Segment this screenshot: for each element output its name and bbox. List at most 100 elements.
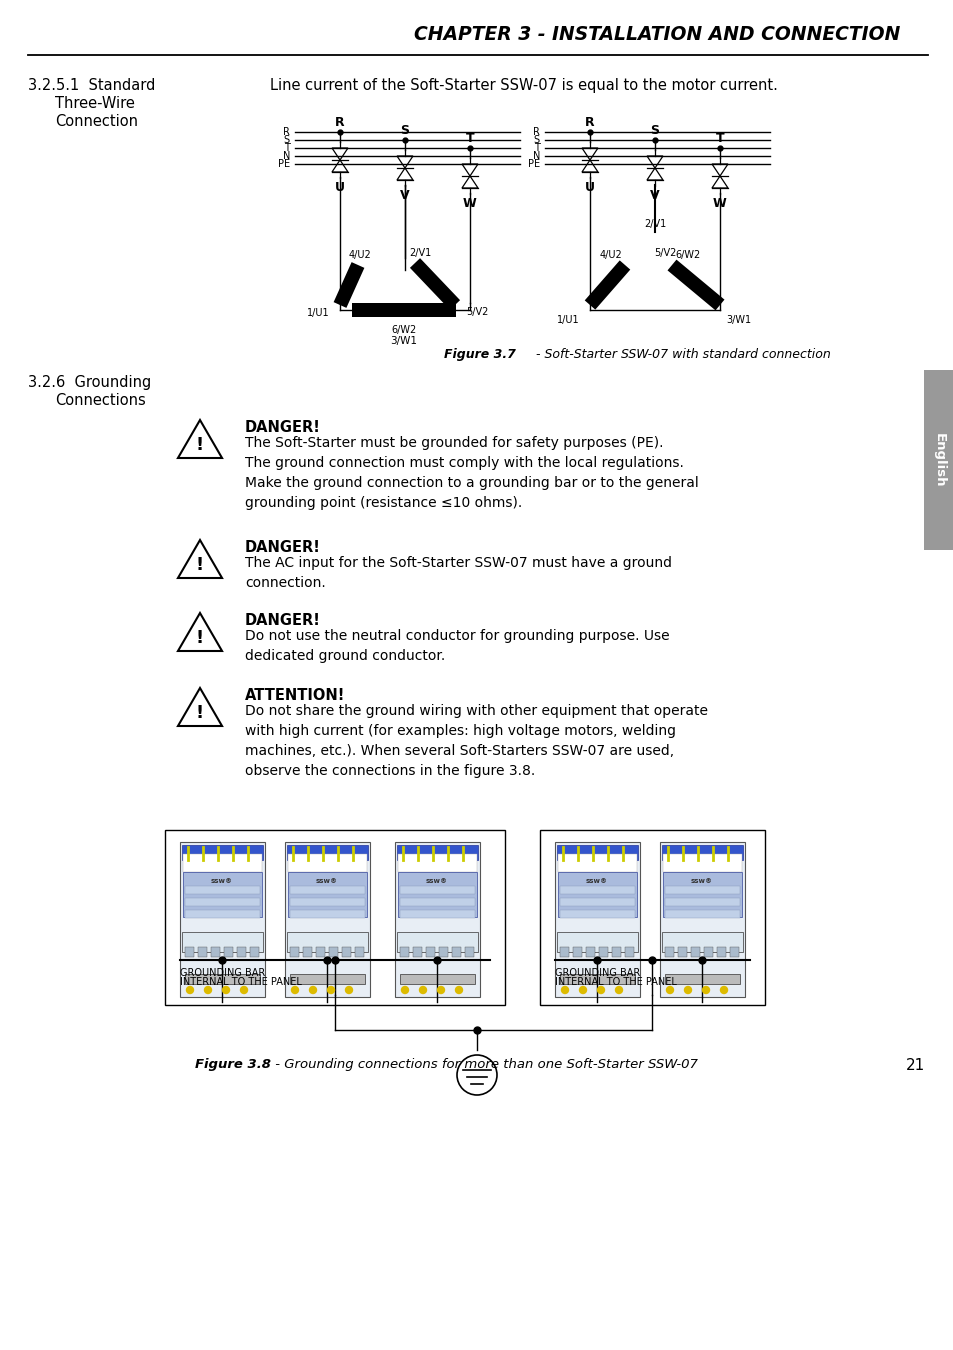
Text: T: T — [284, 143, 290, 153]
Bar — [557, 931, 638, 952]
Bar — [290, 910, 365, 918]
Text: 5/V2: 5/V2 — [465, 306, 488, 317]
Bar — [558, 855, 637, 872]
Text: Figure 3.7: Figure 3.7 — [443, 348, 516, 360]
Text: 5/V2: 5/V2 — [654, 248, 676, 258]
Bar — [287, 845, 368, 860]
Text: Do not share the ground wiring with other equipment that operate
with high curre: Do not share the ground wiring with othe… — [245, 703, 707, 778]
Text: R: R — [283, 127, 290, 136]
Text: ssw®: ssw® — [211, 878, 233, 884]
Bar — [290, 973, 365, 984]
Circle shape — [615, 987, 622, 994]
Bar — [236, 946, 246, 957]
Text: S: S — [650, 124, 659, 136]
Text: 6/W2: 6/W2 — [391, 325, 416, 335]
Text: V: V — [650, 189, 659, 202]
Text: !: ! — [195, 705, 204, 722]
Bar — [182, 845, 263, 860]
Polygon shape — [178, 613, 222, 651]
Bar — [573, 946, 581, 957]
Bar — [559, 898, 635, 906]
Text: INTERNAL TO THE PANEL: INTERNAL TO THE PANEL — [180, 977, 301, 987]
Bar — [399, 973, 475, 984]
Text: V: V — [399, 189, 410, 202]
Bar — [452, 946, 460, 957]
Bar — [397, 872, 476, 917]
Circle shape — [204, 987, 212, 994]
Text: 3/W1: 3/W1 — [390, 336, 417, 346]
Bar — [290, 898, 365, 906]
Text: DANGER!: DANGER! — [245, 613, 320, 628]
Bar — [703, 946, 712, 957]
Text: Connections: Connections — [55, 393, 146, 408]
Bar — [399, 910, 475, 918]
Bar — [185, 946, 193, 957]
Circle shape — [240, 987, 247, 994]
Text: The AC input for the Soft-Starter SSW-07 must have a ground
connection.: The AC input for the Soft-Starter SSW-07… — [245, 556, 671, 590]
Text: INTERNAL TO THE PANEL: INTERNAL TO THE PANEL — [555, 977, 677, 987]
Bar — [426, 946, 435, 957]
Bar — [662, 855, 741, 872]
Text: 4/U2: 4/U2 — [348, 250, 371, 261]
Circle shape — [419, 987, 426, 994]
Bar — [303, 946, 312, 957]
Bar — [180, 842, 265, 998]
Text: T: T — [715, 132, 723, 144]
Text: English: English — [931, 433, 944, 487]
Circle shape — [309, 987, 316, 994]
Text: The Soft-Starter must be grounded for safety purposes (PE).
The ground connectio: The Soft-Starter must be grounded for sa… — [245, 436, 698, 510]
Bar — [399, 898, 475, 906]
Bar — [664, 910, 740, 918]
Bar — [355, 946, 364, 957]
Circle shape — [720, 987, 727, 994]
Text: W: W — [462, 197, 476, 211]
Bar — [341, 946, 351, 957]
Text: !: ! — [195, 629, 204, 648]
Text: U: U — [584, 181, 595, 194]
Bar — [329, 946, 337, 957]
Bar — [624, 946, 634, 957]
Bar — [690, 946, 700, 957]
Bar — [555, 842, 639, 998]
Bar — [664, 973, 740, 984]
Circle shape — [666, 987, 673, 994]
Bar — [315, 946, 325, 957]
Bar — [224, 946, 233, 957]
Text: GROUNDING BAR: GROUNDING BAR — [180, 968, 265, 977]
Bar — [923, 370, 953, 549]
Text: R: R — [335, 116, 344, 130]
Polygon shape — [334, 262, 364, 308]
Polygon shape — [584, 261, 630, 309]
Bar — [287, 931, 368, 952]
Bar — [598, 946, 607, 957]
Bar — [557, 845, 638, 860]
Text: 2/V1: 2/V1 — [643, 219, 665, 230]
Bar — [290, 946, 298, 957]
Polygon shape — [410, 258, 459, 311]
Text: DANGER!: DANGER! — [245, 420, 320, 435]
Bar — [185, 898, 260, 906]
Bar — [539, 830, 764, 1004]
Bar — [399, 946, 409, 957]
Text: R: R — [533, 127, 539, 136]
Polygon shape — [178, 540, 222, 578]
Text: !: ! — [195, 556, 204, 574]
Text: !: ! — [195, 436, 204, 455]
Text: U: U — [335, 181, 345, 194]
Text: 3.2.6  Grounding: 3.2.6 Grounding — [28, 375, 152, 390]
Circle shape — [455, 987, 462, 994]
Circle shape — [597, 987, 604, 994]
Text: S: S — [400, 124, 409, 136]
Text: PE: PE — [277, 159, 290, 169]
Text: T: T — [465, 132, 474, 144]
Bar — [185, 886, 260, 894]
Bar — [585, 946, 595, 957]
Text: Figure 3.8: Figure 3.8 — [194, 1058, 271, 1071]
Text: DANGER!: DANGER! — [245, 540, 320, 555]
Text: R: R — [584, 116, 594, 130]
Circle shape — [186, 987, 193, 994]
Bar — [612, 946, 620, 957]
Bar — [250, 946, 258, 957]
Bar — [397, 855, 476, 872]
Polygon shape — [178, 688, 222, 726]
